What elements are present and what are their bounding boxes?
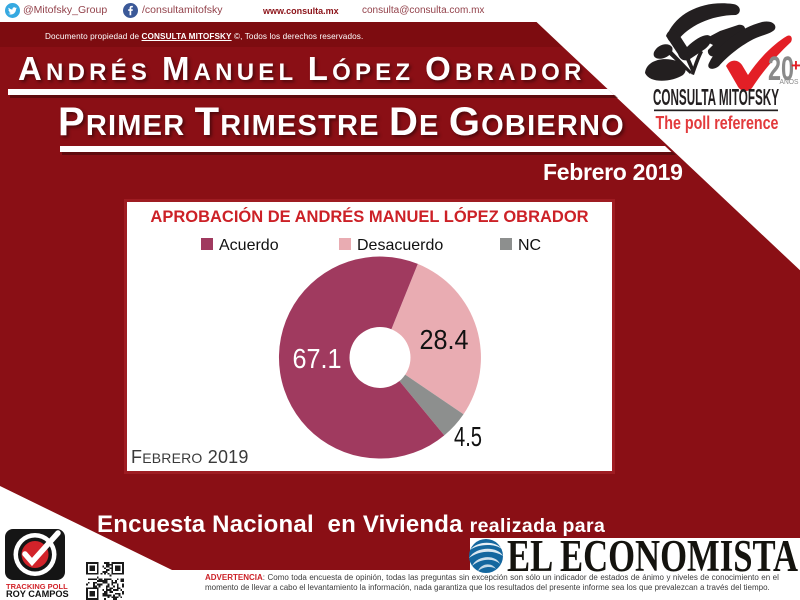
svg-text:+: + xyxy=(791,56,800,75)
svg-text:67.1: 67.1 xyxy=(293,343,342,374)
svg-text:28.4: 28.4 xyxy=(420,324,469,355)
svg-text:4.5: 4.5 xyxy=(454,421,482,452)
svg-text:CONSULTA MITOFSKY: CONSULTA MITOFSKY xyxy=(653,84,779,110)
svg-text:20: 20 xyxy=(768,50,794,88)
svg-text:AÑOS: AÑOS xyxy=(780,77,799,86)
svg-text:The poll reference: The poll reference xyxy=(656,112,779,133)
